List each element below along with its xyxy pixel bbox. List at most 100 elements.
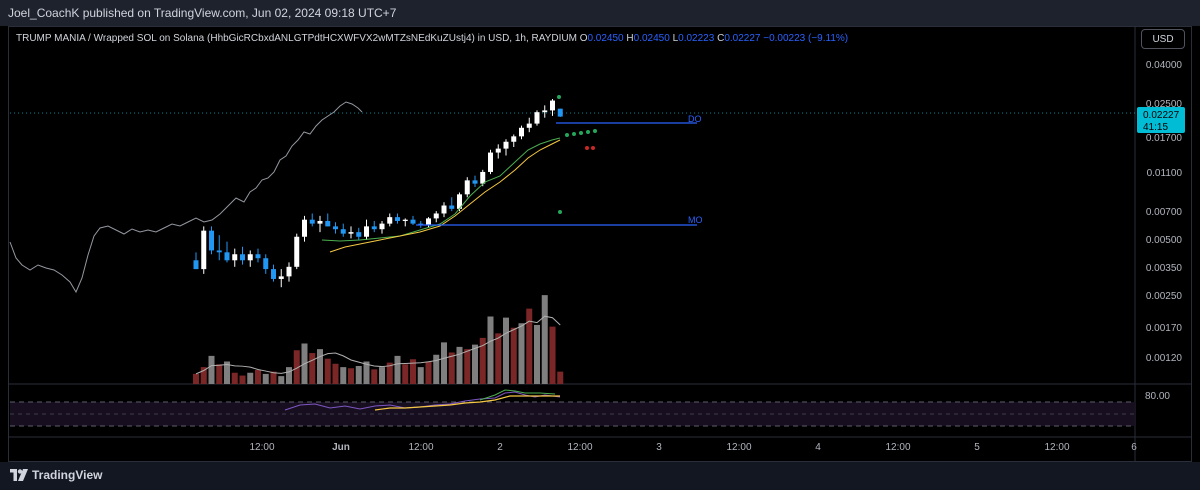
candle: [278, 276, 284, 279]
candle: [371, 226, 377, 230]
volume-bar: [363, 361, 370, 384]
x-tick-label: 5: [974, 442, 980, 453]
volume-bar: [503, 317, 509, 384]
tradingview-logo-icon: [10, 469, 28, 481]
close-value: 0.02227: [724, 33, 761, 44]
oscillator-line-yellow: [374, 395, 560, 411]
volume-bar: [255, 369, 261, 384]
price-tag: [1137, 107, 1185, 133]
volume-bar: [441, 342, 447, 384]
candle: [557, 108, 563, 117]
volume-bar: [557, 371, 564, 384]
candle: [379, 223, 385, 230]
candle: [433, 213, 439, 219]
volume-bar: [340, 367, 347, 384]
volume-bar: [518, 323, 525, 384]
volume-bar: [448, 352, 455, 384]
candle: [255, 254, 261, 259]
candle: [534, 112, 540, 124]
tradingview-logo[interactable]: TradingView: [10, 468, 102, 482]
change-value: −0.00223 (−9.11%): [763, 33, 849, 44]
volume-bar: [224, 361, 230, 384]
candle: [480, 171, 486, 184]
candle: [426, 218, 431, 225]
candle: [232, 254, 238, 261]
bottom-bar: [0, 462, 1200, 490]
candle: [441, 205, 447, 214]
candle: [325, 220, 331, 227]
candle: [495, 148, 501, 153]
y-tick-label: 0.01700: [1146, 133, 1183, 144]
x-tick-label: 6: [1131, 442, 1137, 453]
candle: [542, 110, 548, 113]
candles-group: [193, 99, 563, 288]
volume-bar: [487, 316, 494, 384]
y-tick-label: 0.00500: [1146, 235, 1183, 246]
signal-dot: [593, 129, 597, 133]
volume-bar: [386, 362, 393, 384]
volume-bar: [417, 367, 424, 384]
signal-dot: [591, 146, 595, 150]
candle: [464, 180, 470, 195]
candle: [333, 226, 338, 230]
volume-bar: [270, 371, 277, 384]
ma-fast-line: [321, 137, 561, 242]
candle: [302, 219, 307, 237]
candle: [449, 205, 455, 209]
candle: [247, 254, 253, 261]
candle: [511, 136, 517, 142]
y-tick-label: 0.00170: [1146, 323, 1183, 334]
candle: [317, 220, 323, 224]
candle: [216, 250, 222, 253]
candle: [348, 232, 354, 234]
volume-bar: [479, 337, 486, 384]
signal-dot: [565, 133, 569, 137]
open-value: 0.02450: [587, 33, 624, 44]
volume-bar: [355, 366, 362, 384]
volume-bar: [379, 367, 385, 384]
volume-bar: [526, 308, 533, 384]
volume-bar: [348, 368, 354, 384]
candle: [519, 127, 524, 137]
signal-dot: [586, 130, 590, 134]
signal-dot: [579, 131, 583, 135]
top-bar: Joel_CoachK published on TradingView.com…: [0, 0, 1200, 26]
volume-bar: [193, 373, 199, 384]
tradingview-brand: TradingView: [32, 468, 103, 482]
price-tag-countdown: 41:15: [1143, 122, 1168, 133]
low-value: 0.02223: [678, 33, 715, 44]
volume-bar: [402, 364, 409, 384]
x-tick-label: 12:00: [1044, 442, 1069, 453]
candle: [550, 100, 555, 111]
currency-button[interactable]: USD: [1141, 29, 1185, 49]
y-tick-label: 0.00250: [1146, 291, 1183, 302]
candle: [340, 229, 346, 234]
candle: [503, 141, 509, 149]
volume-bar: [208, 355, 215, 384]
candle: [209, 230, 214, 251]
signal-dot: [572, 132, 576, 136]
x-tick-label: 12:00: [249, 442, 274, 453]
signal-dot: [585, 146, 589, 150]
x-tick-label: Jun: [332, 442, 350, 453]
candle: [224, 252, 230, 261]
candle: [240, 254, 245, 261]
volume-bar: [410, 359, 416, 384]
oscillator-level-label: 80.00: [1145, 391, 1170, 402]
candle: [472, 180, 478, 184]
symbol-description: TRUMP MANIA / Wrapped SOL on Solana (Hhb…: [16, 33, 577, 44]
price-tag-value: 0.02227: [1143, 110, 1180, 121]
candle: [294, 236, 300, 267]
volume-bar: [309, 353, 316, 384]
candle: [418, 223, 424, 225]
candle: [201, 230, 207, 270]
volume-bar: [332, 363, 339, 384]
volume-bar: [549, 326, 556, 384]
candle: [309, 219, 315, 224]
volume-bar: [200, 367, 207, 384]
close-label: C: [717, 33, 725, 44]
comparison-line: [9, 101, 363, 294]
open-label: O: [579, 33, 588, 44]
volume-bar: [239, 375, 246, 384]
